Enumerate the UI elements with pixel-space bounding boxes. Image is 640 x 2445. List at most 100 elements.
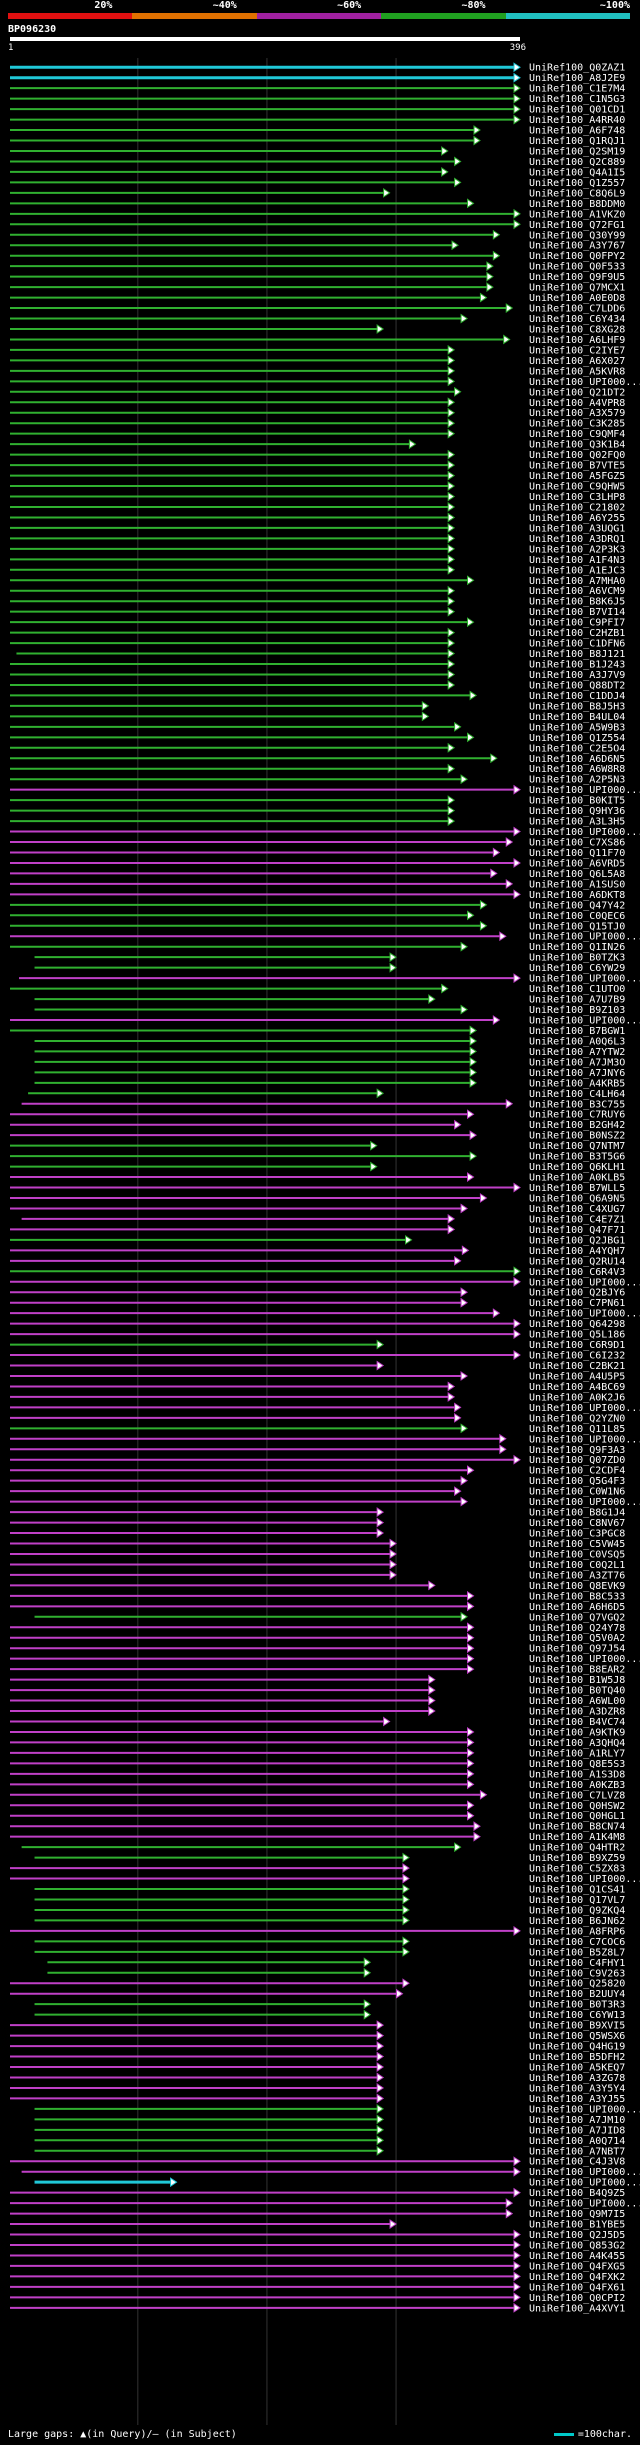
hit-label[interactable]: UniRef100_A7JM3O [529, 1057, 625, 1068]
hit-row[interactable]: UniRef100_B0TQ40 [10, 1685, 625, 1697]
hit-row[interactable]: UniRef100_Q7NTM7 [10, 1140, 625, 1152]
hit-row[interactable]: UniRef100_A3J7V9 [10, 669, 625, 681]
hit-label[interactable]: UniRef100_C8Q6L9 [529, 188, 625, 199]
hit-row[interactable]: UniRef100_B8CN74 [10, 1821, 625, 1833]
hit-row[interactable]: UniRef100_B8EAR2 [10, 1664, 625, 1676]
hit-label[interactable]: UniRef100_Q6L5A8 [529, 869, 625, 880]
hit-label[interactable]: UniRef100_A3Y5Y4 [529, 2083, 625, 2094]
hit-row[interactable]: UniRef100_A1F4N3 [10, 554, 625, 566]
hit-label[interactable]: UniRef100_Q72FG1 [529, 220, 625, 231]
hit-label[interactable]: UniRef100_UPI000... [529, 1016, 640, 1027]
hit-row[interactable]: UniRef100_A7NBT7 [34, 2145, 626, 2157]
hit-label[interactable]: UniRef100_Q7NTM7 [529, 1141, 625, 1152]
hit-label[interactable]: UniRef100_UPI000... [529, 2199, 640, 2210]
hit-row[interactable]: UniRef100_Q853G2 [10, 2240, 625, 2251]
hit-label[interactable]: UniRef100_C4FHY1 [529, 1958, 625, 1969]
hit-label[interactable]: UniRef100_A3J7V9 [529, 670, 625, 681]
hit-label[interactable]: UniRef100_B7VTE5 [529, 461, 625, 472]
hit-row[interactable]: UniRef100_C5VW45 [10, 1538, 625, 1550]
hit-label[interactable]: UniRef100_Q2SM19 [529, 146, 625, 157]
hit-label[interactable]: UniRef100_A7JM10 [529, 2115, 625, 2126]
hit-label[interactable]: UniRef100_B0NSZ2 [529, 1131, 625, 1142]
hit-row[interactable]: UniRef100_A0KLB5 [10, 1172, 625, 1184]
hit-row[interactable]: UniRef100_B8J5H3 [10, 700, 625, 712]
hit-label[interactable]: UniRef100_C6I232 [529, 1351, 625, 1362]
hit-row[interactable]: UniRef100_B5DFH2 [10, 2051, 625, 2063]
hit-row[interactable]: UniRef100_C9PFI7 [10, 617, 625, 629]
hit-label[interactable]: UniRef100_C1UTO0 [529, 984, 625, 995]
hit-label[interactable]: UniRef100_A6H6D5 [529, 1602, 625, 1613]
hit-label[interactable]: UniRef100_C4LH64 [529, 1089, 625, 1100]
hit-label[interactable]: UniRef100_A1S3D8 [529, 1769, 625, 1780]
hit-label[interactable]: UniRef100_A6Y255 [529, 513, 625, 524]
hit-label[interactable]: UniRef100_C4XUG7 [529, 1204, 625, 1215]
hit-row[interactable]: UniRef100_Q72FG1 [10, 219, 625, 231]
hit-label[interactable]: UniRef100_UPI000... [529, 1309, 640, 1320]
hit-label[interactable]: UniRef100_A8J2E9 [529, 73, 625, 84]
hit-row[interactable]: UniRef100_A7JID8 [34, 2124, 626, 2136]
hit-label[interactable]: UniRef100_A7JID8 [529, 2125, 625, 2136]
hit-row[interactable]: UniRef100_C7XS86 [10, 837, 625, 849]
hit-row[interactable]: UniRef100_A3DZR8 [10, 1706, 625, 1718]
hit-label[interactable]: UniRef100_Q6A9N5 [529, 1193, 625, 1204]
hit-label[interactable]: UniRef100_A0E0D8 [529, 293, 625, 304]
hit-row[interactable]: UniRef100_UPI000... [10, 784, 640, 796]
hit-row[interactable]: UniRef100_Q02FQ0 [10, 449, 625, 461]
hit-row[interactable]: UniRef100_Q30Y99 [10, 229, 625, 241]
hit-label[interactable]: UniRef100_A1F4N3 [529, 555, 625, 566]
hit-row[interactable]: UniRef100_A0Q714 [34, 2135, 626, 2147]
hit-label[interactable]: UniRef100_B0KIT5 [529, 796, 625, 807]
hit-label[interactable]: UniRef100_A2P3K3 [529, 544, 625, 555]
hit-row[interactable]: UniRef100_Q8E5S3 [10, 1758, 625, 1770]
hit-row[interactable]: UniRef100_C7COC6 [34, 1936, 626, 1948]
hit-row[interactable]: UniRef100_UPI000... [10, 1873, 640, 1885]
hit-label[interactable]: UniRef100_B1YBE5 [529, 2220, 625, 2231]
hit-label[interactable]: UniRef100_B3C755 [529, 1099, 625, 1110]
hit-row[interactable]: UniRef100_A2P3K3 [10, 543, 625, 555]
hit-label[interactable]: UniRef100_A0Q6L3 [529, 1036, 625, 1047]
hit-label[interactable]: UniRef100_Q853G2 [529, 2240, 625, 2251]
hit-label[interactable]: UniRef100_Q9F3A3 [529, 1445, 625, 1456]
hit-label[interactable]: UniRef100_Q1IN26 [529, 942, 625, 953]
hit-row[interactable]: UniRef100_A4RR40 [10, 114, 625, 126]
hit-row[interactable]: UniRef100_Q17VL7 [34, 1894, 626, 1906]
hit-label[interactable]: UniRef100_A4K455 [529, 2251, 625, 2262]
hit-row[interactable]: UniRef100_A7U7B9 [34, 994, 626, 1006]
hit-row[interactable]: UniRef100_UPI000... [34, 2177, 640, 2189]
hit-label[interactable]: UniRef100_UPI000... [529, 1277, 640, 1288]
hit-row[interactable]: UniRef100_Q5WSX6 [10, 2030, 625, 2042]
hit-row[interactable]: UniRef100_B3T5G6 [10, 1151, 625, 1163]
hit-label[interactable]: UniRef100_Q5L186 [529, 1330, 625, 1341]
hit-label[interactable]: UniRef100_A7JNY6 [529, 1068, 625, 1079]
hit-row[interactable]: UniRef100_A7YTW2 [34, 1046, 626, 1058]
hit-label[interactable]: UniRef100_A3DZR8 [529, 1707, 625, 1718]
hit-label[interactable]: UniRef100_Q97J54 [529, 1644, 625, 1655]
hit-row[interactable]: UniRef100_Q0CPI2 [10, 2292, 625, 2304]
hit-row[interactable]: UniRef100_Q47Y42 [10, 899, 625, 911]
hit-label[interactable]: UniRef100_A5KVR8 [529, 366, 625, 377]
hit-row[interactable]: UniRef100_Q2YZN0 [10, 1412, 625, 1424]
hit-row[interactable]: UniRef100_A7MHA0 [10, 575, 625, 587]
hit-label[interactable]: UniRef100_B6JN62 [529, 1916, 625, 1927]
hit-label[interactable]: UniRef100_A2P5N3 [529, 775, 625, 786]
hit-row[interactable]: UniRef100_A6D6N5 [10, 753, 625, 765]
hit-label[interactable]: UniRef100_B8J121 [529, 649, 625, 660]
hit-label[interactable]: UniRef100_C6R4V3 [529, 1267, 625, 1278]
hit-row[interactable]: UniRef100_C8NV67 [10, 1517, 625, 1529]
hit-label[interactable]: UniRef100_C6YW29 [529, 963, 625, 974]
hit-label[interactable]: UniRef100_A9KTK9 [529, 1727, 625, 1738]
hit-label[interactable]: UniRef100_A0Q714 [529, 2136, 625, 2147]
hit-row[interactable]: UniRef100_C0Q2L1 [10, 1559, 625, 1571]
hit-row[interactable]: UniRef100_A2P5N3 [10, 774, 625, 786]
hit-row[interactable]: UniRef100_C2IYE7 [10, 344, 625, 356]
hit-row[interactable]: UniRef100_Q07ZD0 [10, 1454, 625, 1466]
hit-row[interactable]: UniRef100_A4VPR8 [10, 397, 625, 409]
hit-label[interactable]: UniRef100_A4BC69 [529, 1382, 625, 1393]
hit-row[interactable]: UniRef100_C4XUG7 [10, 1203, 625, 1215]
hit-row[interactable]: UniRef100_B5Z8L7 [34, 1946, 626, 1958]
hit-row[interactable]: UniRef100_Q4A1I5 [10, 167, 625, 178]
hit-label[interactable]: UniRef100_Q15TJ0 [529, 921, 625, 932]
hit-row[interactable]: UniRef100_C1UTO0 [10, 983, 625, 995]
hit-row[interactable]: UniRef100_B9XVI5 [10, 2020, 625, 2032]
hit-label[interactable]: UniRef100_C7LVZ8 [529, 1790, 625, 1801]
